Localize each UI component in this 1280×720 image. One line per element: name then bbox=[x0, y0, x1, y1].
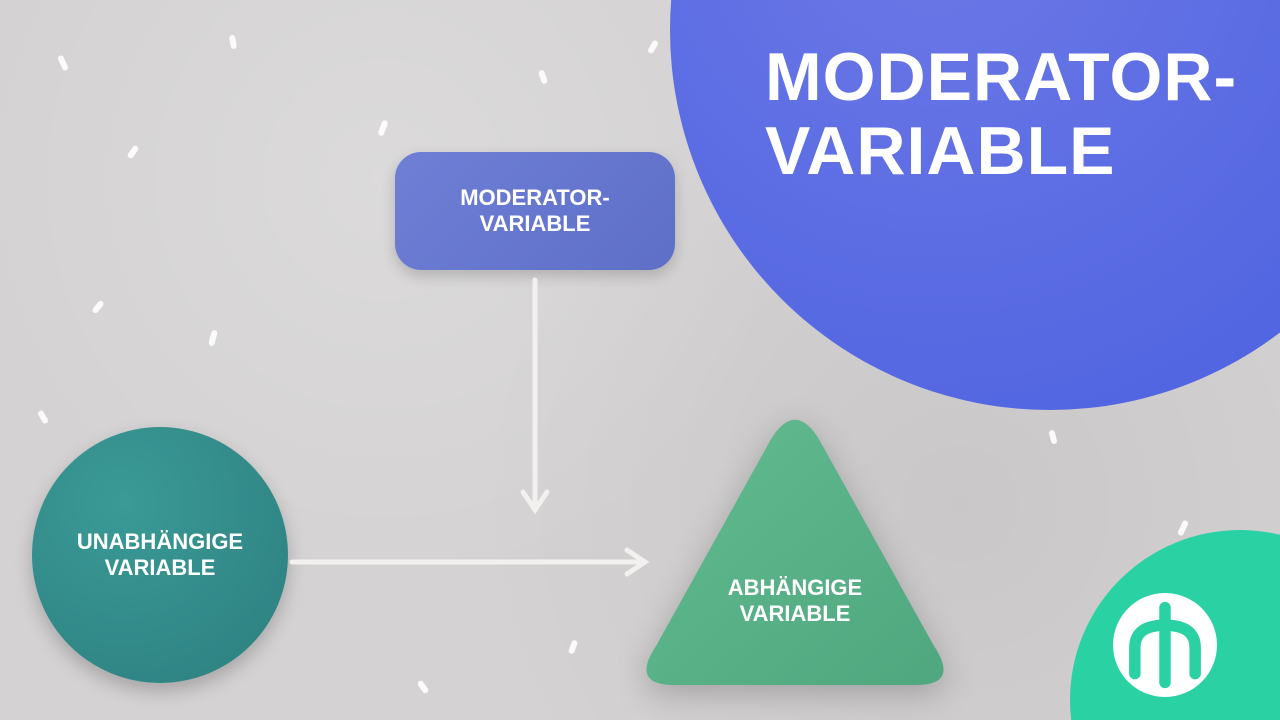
independent-label-line1: UNABHÄNGIGE bbox=[77, 529, 243, 555]
brand-logo-icon bbox=[1113, 593, 1217, 697]
moderator-label-line1: MODERATOR- bbox=[460, 185, 610, 211]
dependent-node: ABHÄNGIGEVARIABLE bbox=[630, 400, 960, 685]
background-speck bbox=[417, 680, 430, 695]
background-speck bbox=[37, 409, 49, 424]
moderator-node: MODERATOR-VARIABLE bbox=[395, 152, 675, 270]
background-speck bbox=[91, 300, 105, 315]
independent-node: UNABHÄNGIGEVARIABLE bbox=[32, 427, 288, 683]
background-speck bbox=[1177, 519, 1189, 536]
background-speck bbox=[647, 39, 659, 54]
page-title-line1: MODERATOR- bbox=[765, 40, 1237, 114]
background-speck bbox=[1048, 429, 1057, 444]
moderator-label-line2: VARIABLE bbox=[460, 211, 610, 237]
background-speck bbox=[208, 329, 218, 346]
background-speck bbox=[57, 54, 69, 71]
page-title-line2: VARIABLE bbox=[765, 114, 1237, 188]
diagram-stage: MODERATOR-VARIABLEMODERATOR-VARIABLEUNAB… bbox=[0, 0, 1280, 720]
page-title: MODERATOR-VARIABLE bbox=[765, 40, 1237, 188]
independent-label-line2: VARIABLE bbox=[77, 555, 243, 581]
background-speck bbox=[568, 639, 578, 654]
background-speck bbox=[538, 69, 548, 84]
background-speck bbox=[127, 145, 140, 160]
background-speck bbox=[377, 119, 388, 136]
dependent-label-line2: VARIABLE bbox=[630, 601, 960, 627]
background-speck bbox=[229, 35, 237, 50]
dependent-label-line1: ABHÄNGIGE bbox=[630, 575, 960, 601]
